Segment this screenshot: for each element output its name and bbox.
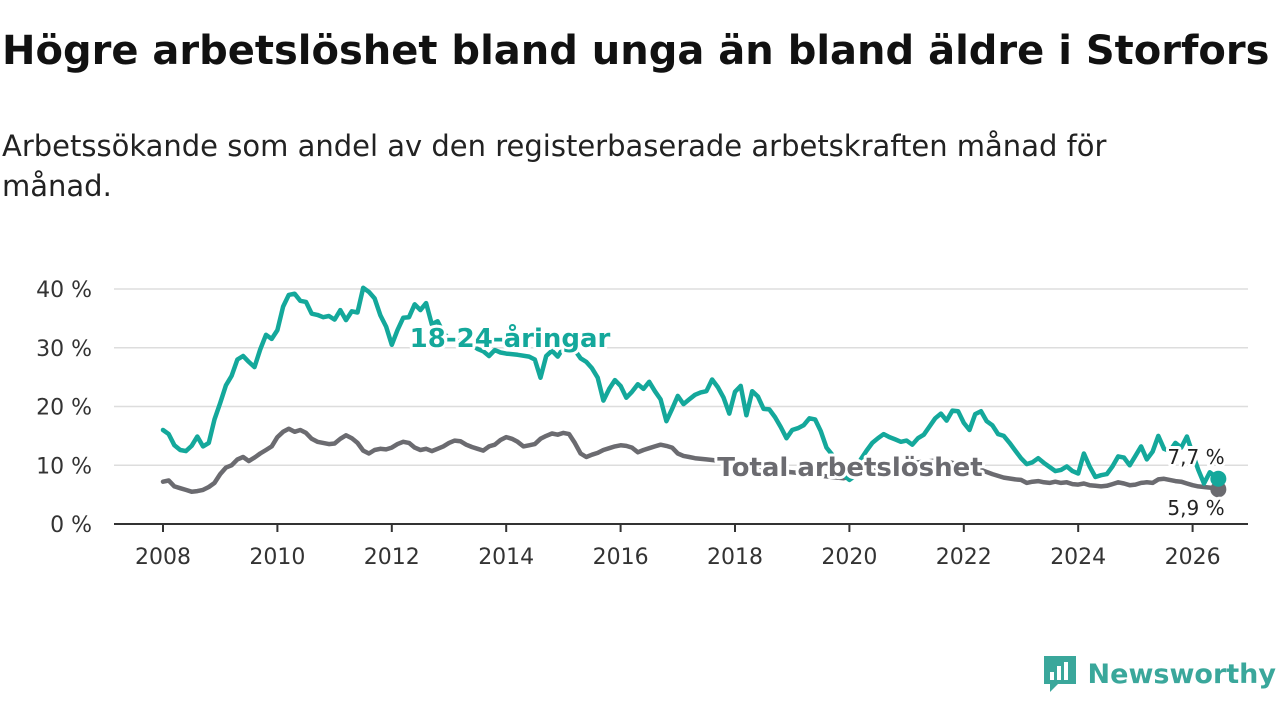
- chart-subtitle: Arbetssökande som andel av den registerb…: [2, 129, 1107, 203]
- x-tick-label: 2016: [593, 545, 649, 570]
- x-tick-label: 2024: [1050, 545, 1106, 570]
- end-value-label-youth: 7,7 %: [1167, 445, 1224, 469]
- y-tick-label: 40 %: [36, 278, 92, 303]
- chart-title: Högre arbetslöshet bland unga än bland ä…: [2, 28, 1270, 74]
- series-lines: [160, 285, 1227, 498]
- axes: 0 % 10 % 20 % 30 % 40 % 2008 2010 2012 2014 2016 2…: [36, 278, 1248, 570]
- series-line-youth: [160, 285, 1221, 486]
- x-tick-label: 2022: [936, 545, 992, 570]
- bar-chart-logo-icon: [1043, 656, 1076, 692]
- newsworthy-brand[interactable]: Newsworthy: [1042, 654, 1276, 694]
- end-value-label-total: 5,9 %: [1167, 496, 1224, 520]
- grid-lines: [114, 288, 1248, 466]
- x-tick-label: 2020: [821, 545, 877, 570]
- series-label-total: Total arbetslöshet: [717, 453, 982, 483]
- y-tick-label: 20 %: [36, 396, 92, 421]
- y-tick-label: 10 %: [36, 454, 92, 479]
- x-tick-label: 2010: [249, 545, 305, 570]
- x-tick-label: 2012: [364, 545, 420, 570]
- y-tick-label: 30 %: [36, 337, 92, 362]
- x-tick-label: 2018: [707, 545, 763, 570]
- brand-name: Newsworthy: [1087, 658, 1276, 690]
- series-labels: 18-24-åringar Total arbetslöshet 7,7 % 5…: [407, 319, 1228, 523]
- x-tick-label: 2014: [478, 545, 534, 570]
- series-line-total: [160, 426, 1221, 494]
- y-tick-label: 0 %: [50, 513, 92, 538]
- end-point-youth: [1210, 470, 1227, 487]
- x-tick-label: 2008: [135, 545, 191, 570]
- series-label-youth: 18-24-åringar: [410, 322, 611, 354]
- x-tick-label: 2026: [1165, 545, 1221, 570]
